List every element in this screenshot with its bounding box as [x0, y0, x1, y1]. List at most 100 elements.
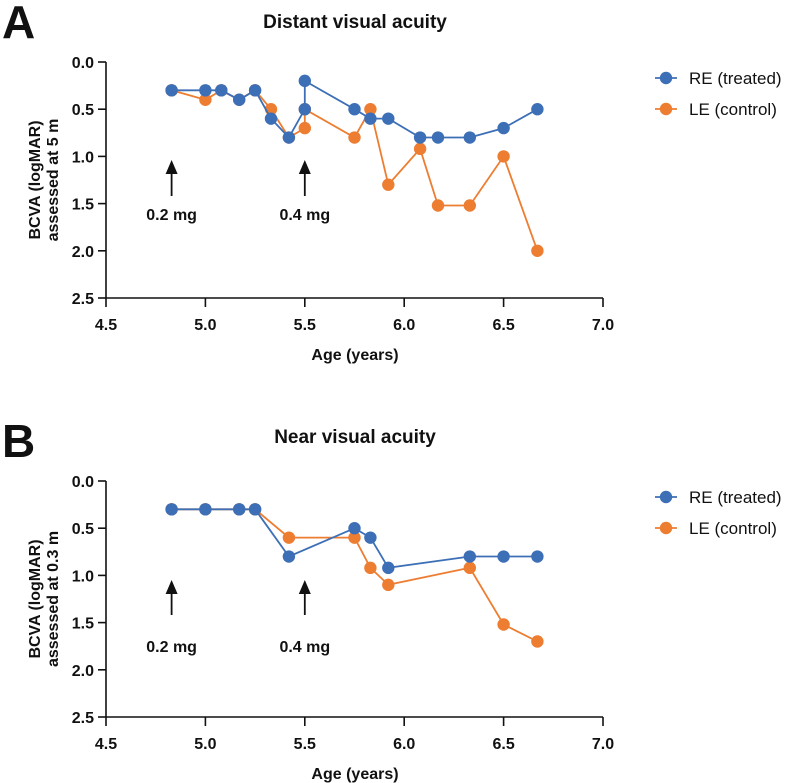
data-point [215, 84, 228, 97]
legend-label: RE (treated) [689, 69, 782, 88]
x-tick-label: 4.5 [95, 317, 117, 334]
data-point [463, 561, 477, 575]
data-point [531, 635, 544, 648]
data-point [431, 199, 445, 212]
x-tick-label: 5.5 [294, 736, 316, 753]
y-tick-label: 1.0 [72, 149, 94, 166]
data-point [413, 131, 427, 144]
legend-marker [659, 102, 673, 116]
data-point [348, 103, 361, 116]
data-point [165, 503, 178, 516]
data-point [382, 112, 395, 125]
y-axis-label-line1: BCVA (logMAR) [27, 539, 44, 658]
data-point [431, 131, 445, 144]
x-tick-label: 5.5 [294, 317, 316, 334]
data-point [463, 550, 477, 563]
dose-label: 0.4 mg [279, 207, 330, 224]
data-point [348, 531, 361, 544]
data-point [497, 121, 510, 135]
data-point [364, 112, 377, 125]
data-point [382, 561, 395, 575]
dose-label: 0.2 mg [146, 639, 197, 656]
x-axis-label: Age (years) [311, 766, 398, 783]
y-tick-label: 2.0 [72, 663, 94, 680]
chart-panel-b: B Near visual acuity 0.0 0.5 1.0 1.5 2.0 2.54.5… [2, 415, 782, 783]
y-tick-label: 0.5 [72, 521, 94, 538]
legend-label: LE (control) [689, 519, 777, 538]
data-point [364, 561, 377, 575]
data-point [248, 503, 262, 516]
data-point [348, 131, 361, 144]
data-point [282, 131, 296, 144]
data-point [298, 103, 311, 116]
data-point [232, 503, 246, 516]
data-point [282, 550, 296, 563]
y-tick-label: 1.5 [72, 616, 94, 633]
data-point [298, 74, 311, 88]
y-axis-label-line2: assessed at 0.3 m [45, 531, 62, 667]
data-point [413, 142, 427, 156]
axes [98, 480, 604, 726]
x-tick-label: 6.5 [492, 736, 514, 753]
dose-arrow-head-icon [298, 580, 311, 594]
series-re-treated [165, 74, 544, 144]
chart-title: Near visual acuity [274, 427, 436, 448]
legend: RE (treated) LE (control) [655, 488, 782, 538]
x-tick-label: 6.0 [393, 317, 415, 334]
legend: RE (treated) LE (control) [655, 69, 782, 119]
dose-label: 0.4 mg [279, 639, 330, 656]
data-point [298, 121, 311, 135]
data-point [282, 531, 296, 544]
data-point [531, 550, 544, 563]
dose-arrow-head-icon [298, 160, 311, 174]
data-point [531, 244, 544, 257]
x-tick-label: 6.0 [393, 736, 415, 753]
y-tick-label: 2.5 [72, 291, 94, 308]
legend-marker [659, 71, 673, 85]
x-tick-label: 7.0 [592, 317, 614, 334]
legend-label: LE (control) [689, 100, 777, 119]
data-point [248, 84, 262, 97]
data-point [199, 84, 212, 97]
y-tick-label: 1.0 [72, 568, 94, 585]
data-point [382, 178, 395, 191]
data-point [364, 531, 377, 544]
axes [98, 61, 604, 307]
data-point [497, 150, 510, 163]
x-tick-label: 7.0 [592, 736, 614, 753]
y-tick-label: 2.0 [72, 244, 94, 261]
data-point [382, 578, 395, 592]
chart-panel-a: A Distant visual acuity 0.0 0.5 1.0 1.5 2.0 2.5… [2, 0, 782, 364]
y-tick-label: 0.0 [72, 474, 94, 491]
legend-marker [659, 521, 673, 535]
data-point [264, 112, 278, 125]
panel-letter: A [2, 0, 35, 48]
x-tick-label: 6.5 [492, 317, 514, 334]
chart-title: Distant visual acuity [263, 12, 447, 33]
dose-label: 0.2 mg [146, 207, 197, 224]
y-axis-label-line2: assessed at 5 m [45, 119, 62, 242]
y-tick-label: 0.0 [72, 55, 94, 72]
dose-arrow-head-icon [165, 580, 178, 594]
data-point [232, 93, 246, 106]
series-re-treated [165, 503, 544, 575]
data-point [199, 93, 212, 106]
data-point [348, 522, 361, 535]
data-point [497, 618, 510, 631]
legend-marker [659, 490, 673, 504]
y-tick-label: 2.5 [72, 710, 94, 727]
x-tick-label: 5.0 [194, 317, 216, 334]
data-point [463, 199, 477, 212]
y-tick-label: 0.5 [72, 102, 94, 119]
x-axis-label: Age (years) [311, 347, 398, 364]
y-tick-label: 1.5 [72, 197, 94, 214]
data-point [497, 550, 510, 563]
data-point [463, 131, 477, 144]
data-point [531, 103, 544, 116]
x-tick-label: 5.0 [194, 736, 216, 753]
panel-letter: B [2, 415, 35, 467]
dose-arrow-head-icon [165, 160, 178, 174]
x-tick-label: 4.5 [95, 736, 117, 753]
data-point [364, 103, 377, 116]
